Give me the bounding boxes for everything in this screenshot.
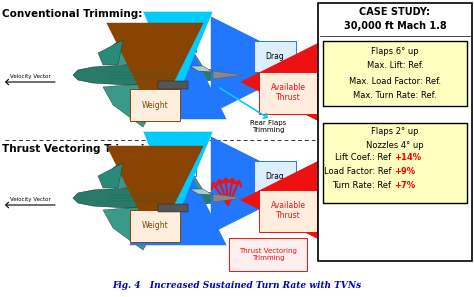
Text: Weight: Weight (142, 222, 168, 230)
Polygon shape (190, 66, 213, 72)
Text: Velocity Vector: Velocity Vector (9, 74, 50, 79)
Text: Turn Rate: Ref: Turn Rate: Ref (332, 181, 394, 190)
Text: Available
Thrust: Available Thrust (271, 83, 306, 102)
Text: Drag: Drag (265, 172, 284, 181)
FancyBboxPatch shape (323, 123, 467, 203)
Polygon shape (183, 174, 203, 190)
Polygon shape (213, 71, 243, 79)
Polygon shape (73, 188, 233, 208)
Polygon shape (213, 194, 243, 202)
Polygon shape (183, 83, 203, 99)
Text: Flaps 6° up: Flaps 6° up (371, 47, 419, 56)
Text: Max. Load Factor: Ref.: Max. Load Factor: Ref. (349, 77, 441, 86)
Text: CASE STUDY:
30,000 ft Mach 1.8: CASE STUDY: 30,000 ft Mach 1.8 (344, 7, 447, 31)
Text: Conventional Trimming:: Conventional Trimming: (2, 9, 142, 19)
Text: Available
Thrust: Available Thrust (271, 201, 306, 220)
Text: Weight: Weight (142, 100, 168, 110)
FancyBboxPatch shape (158, 204, 188, 212)
FancyBboxPatch shape (323, 41, 467, 106)
Text: Lift: Lift (172, 156, 184, 165)
Text: Drag: Drag (265, 52, 284, 61)
Text: Rear Flaps
Trimming: Rear Flaps Trimming (250, 120, 286, 133)
Polygon shape (103, 23, 168, 66)
Text: Thrust Vectoring
Trimming: Thrust Vectoring Trimming (239, 248, 297, 261)
Polygon shape (103, 146, 168, 189)
Polygon shape (190, 189, 213, 195)
Text: Thrust Vectoring Trimming:: Thrust Vectoring Trimming: (2, 144, 164, 154)
Text: Load Factor: Ref: Load Factor: Ref (324, 168, 394, 176)
Polygon shape (183, 51, 203, 67)
Text: +7%: +7% (394, 181, 415, 190)
Text: Lift Coef.: Ref: Lift Coef.: Ref (335, 154, 394, 162)
Polygon shape (103, 84, 168, 127)
Text: Lift: Lift (172, 31, 184, 40)
Text: Fig. 4   Increased Sustained Turn Rate with TVNs: Fig. 4 Increased Sustained Turn Rate wit… (112, 281, 362, 290)
Polygon shape (98, 163, 123, 188)
Polygon shape (73, 65, 233, 85)
FancyBboxPatch shape (158, 81, 188, 89)
Polygon shape (183, 206, 203, 222)
Polygon shape (103, 207, 168, 250)
Text: Max. Turn Rate: Ref.: Max. Turn Rate: Ref. (353, 91, 437, 100)
Text: Flaps 2° up: Flaps 2° up (371, 127, 419, 137)
FancyBboxPatch shape (318, 3, 472, 261)
Text: Max. Lift: Ref.: Max. Lift: Ref. (366, 61, 423, 70)
Polygon shape (98, 40, 123, 65)
Text: +9%: +9% (394, 168, 415, 176)
Text: +14%: +14% (394, 154, 421, 162)
Text: Velocity Vector: Velocity Vector (9, 197, 50, 202)
Text: Nozzles 4° up: Nozzles 4° up (366, 140, 424, 149)
